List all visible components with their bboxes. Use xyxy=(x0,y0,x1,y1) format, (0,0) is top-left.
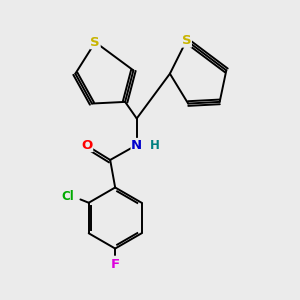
Text: N: N xyxy=(131,139,142,152)
Text: Cl: Cl xyxy=(61,190,74,202)
Text: O: O xyxy=(81,139,93,152)
Text: F: F xyxy=(111,258,120,271)
Text: H: H xyxy=(150,139,160,152)
Text: S: S xyxy=(182,34,191,47)
Text: S: S xyxy=(90,36,100,49)
